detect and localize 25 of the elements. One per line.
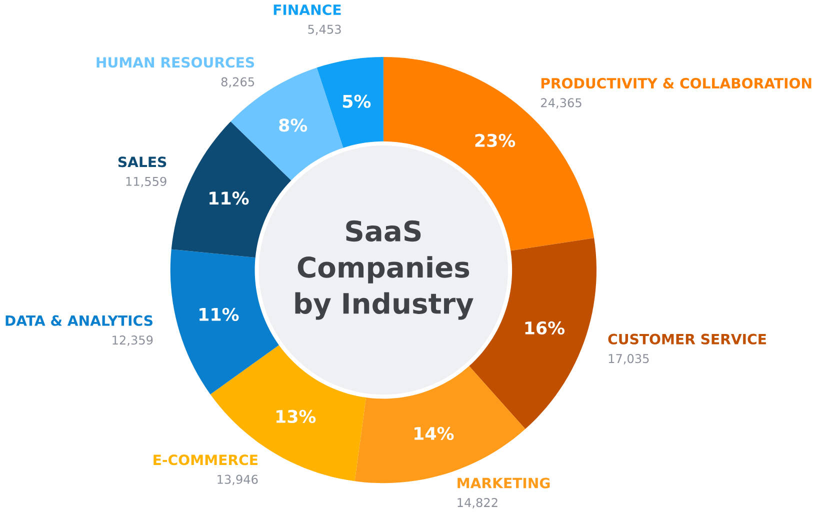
text: 23% [475, 134, 516, 148]
text: 11% [200, 308, 239, 322]
text: 13% [276, 410, 316, 424]
slice-label: CUSTOMER SERVICE [608, 334, 766, 344]
text: 8% [279, 118, 308, 132]
text: 5% [342, 94, 371, 108]
slice-label: HUMAN RESOURCES [96, 57, 254, 68]
text: SaaS Companies by Industry [295, 220, 474, 320]
text: 11% [210, 192, 249, 205]
data-label: 17,035 [608, 354, 649, 364]
slice-label: E-COMMERCE [154, 454, 258, 466]
slice-label: SALES [118, 156, 166, 168]
data-label: 12,359 [112, 336, 153, 346]
slice-label: FINANCE [274, 4, 341, 16]
data-label: 5,453 [308, 24, 341, 36]
data-label: 24,365 [541, 98, 582, 109]
data-label: 11,559 [126, 176, 166, 188]
data-label: 14,822 [458, 498, 498, 508]
slice-label: PRODUCTIVITY & COLLABORATION [541, 78, 812, 89]
slice-label: MARKETING [458, 478, 550, 488]
slice-label: DATA & ANALYTICS [6, 315, 152, 326]
text: 14% [414, 426, 454, 440]
text: 16% [525, 321, 564, 335]
data-label: 13,946 [218, 474, 258, 486]
data-label: 8,265 [221, 77, 254, 88]
